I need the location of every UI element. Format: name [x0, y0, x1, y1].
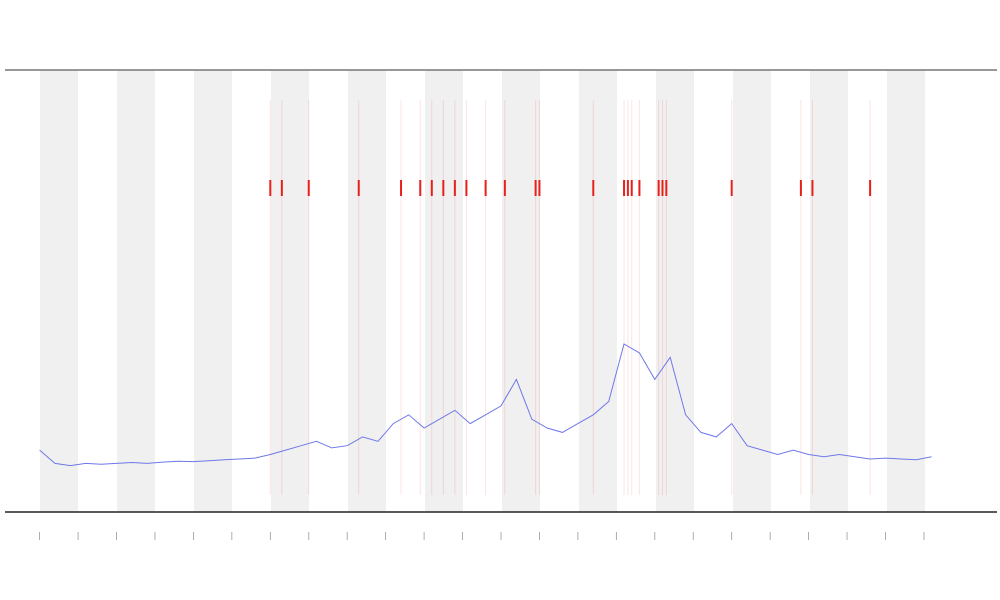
- event: [638, 180, 641, 196]
- event: [453, 180, 456, 196]
- event: [534, 180, 537, 196]
- shade-band: [887, 70, 925, 512]
- shade-band: [733, 70, 771, 512]
- event: [657, 180, 660, 196]
- event: [661, 180, 664, 196]
- event: [430, 180, 433, 196]
- event: [730, 180, 733, 196]
- event: [626, 180, 629, 196]
- shade-band: [194, 70, 232, 512]
- event: [623, 180, 626, 196]
- event: [592, 180, 595, 196]
- event: [280, 180, 283, 196]
- shade-band: [40, 70, 78, 512]
- event: [400, 180, 403, 196]
- shade-band: [579, 70, 617, 512]
- shade-band: [348, 70, 386, 512]
- event: [442, 180, 445, 196]
- event: [419, 180, 422, 196]
- event: [630, 180, 633, 196]
- event: [269, 180, 272, 196]
- event: [357, 180, 360, 196]
- event: [869, 180, 872, 196]
- shade-band: [810, 70, 848, 512]
- event: [811, 180, 814, 196]
- shade-band: [502, 70, 540, 512]
- shade-band: [117, 70, 155, 512]
- event: [799, 180, 802, 196]
- shade-band: [656, 70, 694, 512]
- event: [538, 180, 541, 196]
- event: [465, 180, 468, 196]
- event: [503, 180, 506, 196]
- shade-band: [425, 70, 463, 512]
- event: [307, 180, 310, 196]
- event: [665, 180, 668, 196]
- shade-band: [271, 70, 309, 512]
- event: [484, 180, 487, 196]
- shading: [40, 70, 925, 512]
- series-line: [39, 343, 932, 467]
